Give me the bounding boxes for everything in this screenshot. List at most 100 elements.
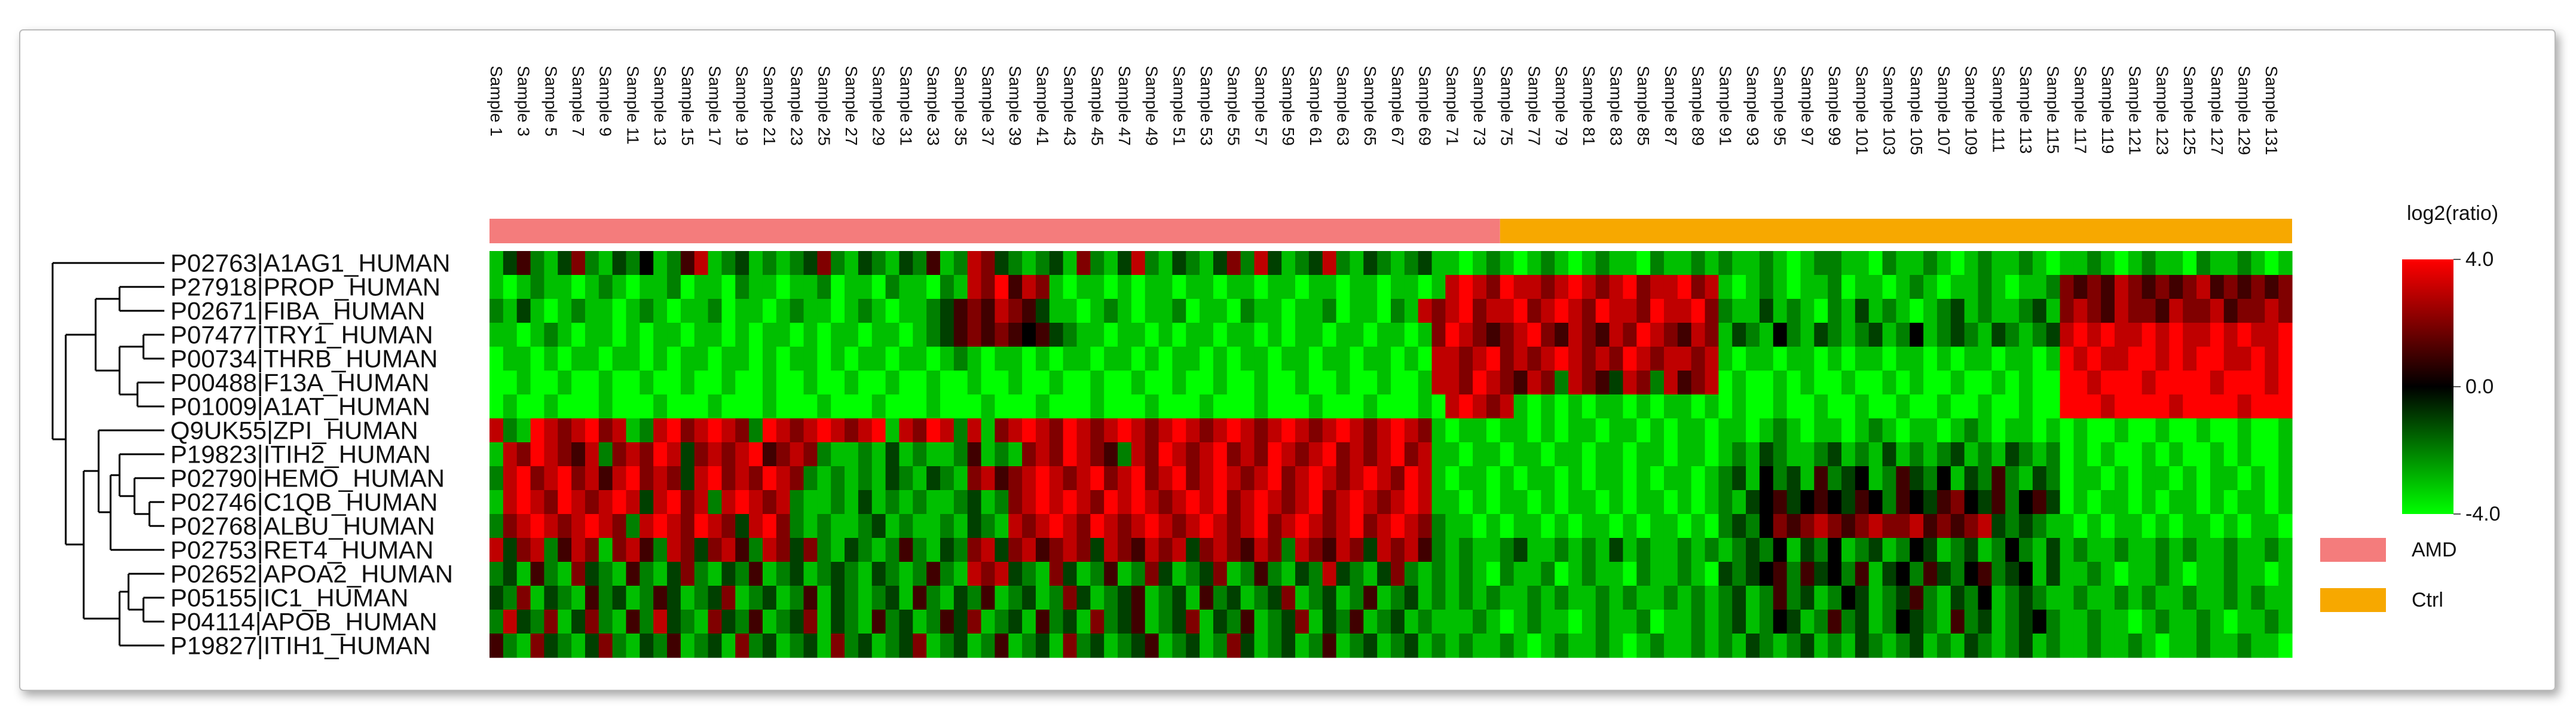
heatmap-cell [981, 490, 995, 515]
heatmap-cell [2169, 347, 2183, 371]
heatmap-cell [1172, 251, 1186, 276]
heatmap-cell [1076, 347, 1091, 371]
heatmap-cell [1226, 586, 1241, 610]
heatmap-cell [995, 418, 1009, 443]
heatmap-cell [790, 466, 804, 491]
heatmap-cell [1950, 442, 1965, 467]
heatmap-cell [1773, 371, 1788, 395]
heatmap-cell [1882, 442, 1896, 467]
heatmap-cell [749, 538, 763, 562]
heatmap-cell [1049, 275, 1064, 299]
heatmap-cell [1172, 323, 1186, 347]
heatmap-cell [1404, 538, 1419, 562]
heatmap-cell [1691, 442, 1706, 467]
heatmap-cell [776, 490, 791, 515]
heatmap-cell [1732, 562, 1746, 586]
heatmap-cell [1691, 371, 1706, 395]
heatmap-cell [2237, 538, 2252, 562]
heatmap-cell [1090, 634, 1105, 658]
heatmap-cell [2196, 610, 2211, 634]
heatmap-cell [558, 418, 572, 443]
heatmap-cell [1363, 299, 1378, 323]
heatmap-cell [762, 275, 777, 299]
heatmap-cell [981, 299, 995, 323]
heatmap-cell [489, 490, 504, 515]
heatmap-cell [1595, 323, 1610, 347]
heatmap-cell [1663, 562, 1678, 586]
heatmap-cell [858, 610, 873, 634]
heatmap-cell [885, 299, 900, 323]
heatmap-cell [1377, 538, 1391, 562]
heatmap-cell [503, 562, 518, 586]
heatmap-cell [2237, 514, 2252, 539]
heatmap-cell [1950, 323, 1965, 347]
heatmap-cell [1200, 323, 1214, 347]
heatmap-cell [1513, 275, 1528, 299]
heatmap-cell [1786, 275, 1801, 299]
heatmap-cell [762, 586, 777, 610]
heatmap-cell [913, 466, 927, 491]
heatmap-cell [1828, 371, 1842, 395]
heatmap-cell [803, 371, 818, 395]
heatmap-cell [1295, 418, 1310, 443]
heatmap-cell [871, 562, 886, 586]
heatmap-cell [1363, 371, 1378, 395]
heatmap-cell [1896, 251, 1910, 276]
heatmap-cell [516, 538, 531, 562]
heatmap-cell [1240, 538, 1255, 562]
heatmap-cell [2265, 251, 2279, 276]
row-label: P19823|ITIH2_HUMAN [170, 440, 431, 469]
heatmap-cell [1022, 251, 1036, 276]
heatmap-cell [653, 275, 668, 299]
heatmap-cell [2005, 442, 2020, 467]
heatmap-cell [1268, 586, 1282, 610]
heatmap-cell [899, 634, 913, 658]
heatmap-cell [913, 442, 927, 467]
heatmap-cell [735, 562, 749, 586]
heatmap-cell [571, 586, 586, 610]
heatmap-cell [817, 466, 831, 491]
heatmap-cell [1896, 323, 1910, 347]
column-label: Sample 33 [924, 66, 943, 146]
heatmap-cell [1404, 347, 1419, 371]
heatmap-cell [1868, 418, 1883, 443]
heatmap-cell [1841, 371, 1856, 395]
heatmap-cell [899, 442, 913, 467]
heatmap-cell [1254, 323, 1268, 347]
heatmap-cell [1759, 323, 1774, 347]
heatmap-cell [790, 442, 804, 467]
heatmap-cell [776, 418, 791, 443]
heatmap-cell [1200, 634, 1214, 658]
heatmap-cell [1158, 586, 1173, 610]
column-label: Sample 73 [1470, 66, 1489, 146]
heatmap-cell [1663, 299, 1678, 323]
heatmap-cell [1226, 538, 1241, 562]
heatmap-cell [1268, 299, 1282, 323]
heatmap-cell [1076, 251, 1091, 276]
heatmap-cell [1868, 634, 1883, 658]
heatmap-cell [598, 299, 613, 323]
heatmap-cell [1991, 371, 2006, 395]
heatmap-cell [1131, 586, 1146, 610]
heatmap-cell [2210, 347, 2225, 371]
heatmap-cell [1336, 514, 1351, 539]
heatmap-cell [1363, 490, 1378, 515]
heatmap-cell [1377, 418, 1391, 443]
heatmap-cell [516, 562, 531, 586]
heatmap-cell [1541, 251, 1555, 276]
heatmap-cell [885, 514, 900, 539]
heatmap-cell [1650, 586, 1665, 610]
heatmap-cell [571, 490, 586, 515]
heatmap-cell [871, 490, 886, 515]
heatmap-cell [1636, 347, 1651, 371]
heatmap-cell [2032, 323, 2047, 347]
heatmap-cell [2141, 514, 2156, 539]
heatmap-cell [1978, 371, 1992, 395]
heatmap-cell [1035, 490, 1050, 515]
heatmap-cell [735, 275, 749, 299]
heatmap-cell [1841, 514, 1856, 539]
heatmap-cell [2073, 586, 2088, 610]
column-label: Sample 93 [1743, 66, 1762, 146]
heatmap-cell [1773, 418, 1788, 443]
heatmap-cell [1746, 275, 1760, 299]
